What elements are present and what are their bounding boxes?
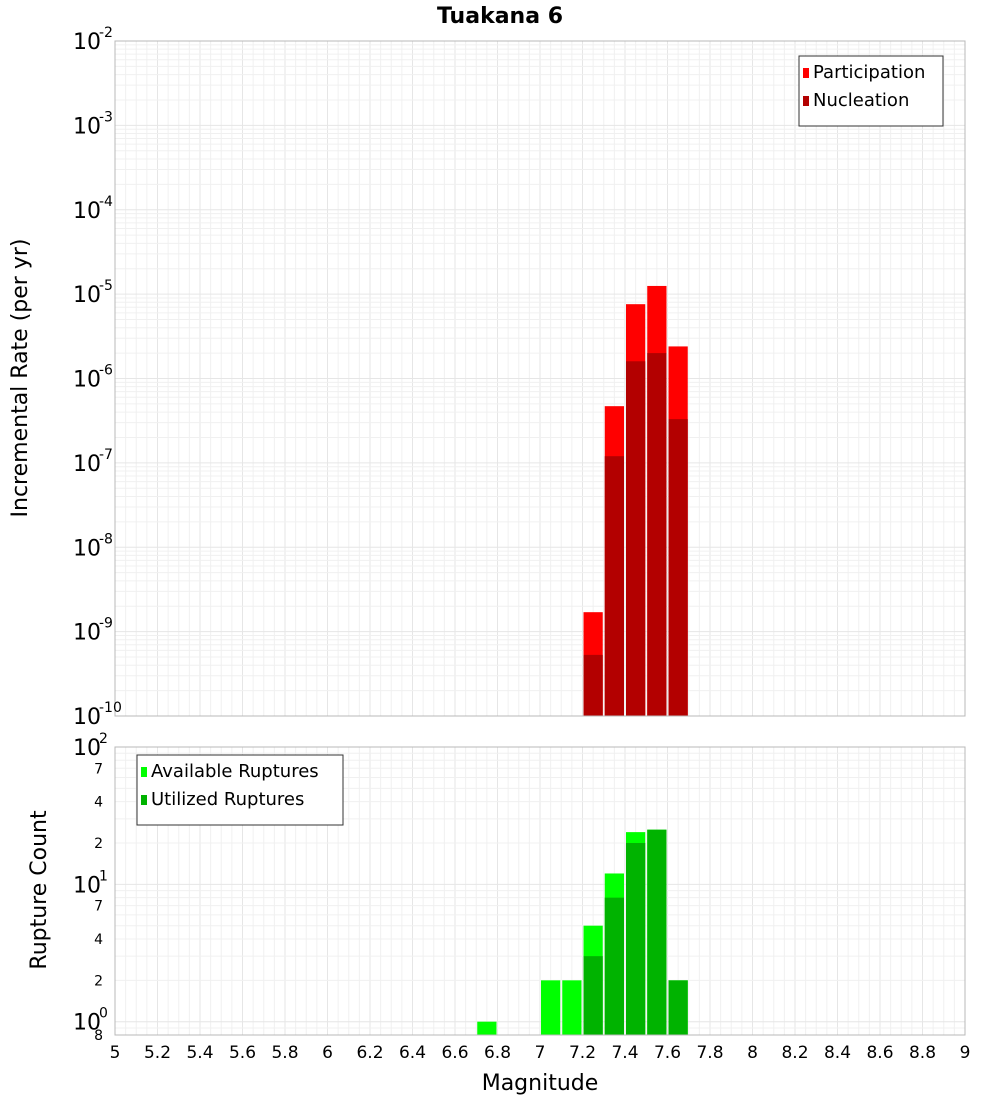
magnitude-tick-label: 8.6	[866, 1043, 893, 1063]
rate-y-tick-label: 10	[73, 199, 101, 224]
rate-bar-b	[626, 361, 646, 716]
magnitude-tick-label: 9	[960, 1043, 971, 1063]
rate-y-tick-exponent: -4	[99, 194, 113, 210]
count-y-minor-tick-label: 2	[94, 973, 103, 989]
count-bar-a	[562, 980, 582, 1035]
count-legend-swatch	[141, 767, 147, 777]
rate-y-tick-label: 10	[73, 114, 101, 139]
rate-y-tick-exponent: -5	[99, 278, 113, 294]
magnitude-tick-label: 8.2	[781, 1043, 808, 1063]
chart-title: Tuakana 6	[437, 4, 563, 29]
count-bar-b	[583, 956, 603, 1035]
rate-legend-swatch	[803, 68, 809, 78]
count-bar-b	[668, 980, 688, 1035]
rate-bar-b	[583, 654, 603, 716]
count-y-minor-tick-label: 4	[94, 932, 103, 948]
rate-bar-b	[604, 456, 624, 716]
magnitude-tick-label: 5	[110, 1043, 121, 1063]
count-y-tick-label: 10	[73, 1011, 101, 1036]
count-y-minor-tick-label: 4	[94, 795, 103, 811]
count-y-minor-tick-label: 7	[94, 899, 103, 915]
rate-y-tick-exponent: -6	[99, 363, 113, 379]
count-legend-label: Utilized Ruptures	[151, 789, 304, 810]
count-plot-border	[114, 746, 966, 1036]
rate-y-tick-label: 10	[73, 452, 101, 477]
magnitude-tick-label: 7.2	[569, 1043, 596, 1063]
count-legend-swatch	[141, 795, 147, 805]
magnitude-tick-label: 7.6	[654, 1043, 681, 1063]
count-y-tick-label: 10	[73, 736, 101, 761]
magnitude-tick-label: 5.6	[229, 1043, 256, 1063]
magnitude-tick-label: 8.4	[824, 1043, 851, 1063]
magnitude-tick-label: 6.4	[399, 1043, 426, 1063]
magnitude-tick-label: 8.8	[909, 1043, 936, 1063]
count-y-tick-exponent: 0	[99, 1006, 108, 1022]
magnitude-tick-label: 6	[322, 1043, 333, 1063]
rate-y-axis-label: Incremental Rate (per yr)	[8, 239, 33, 518]
rate-y-tick-label: 10	[73, 705, 101, 730]
magnitude-tick-label: 6.8	[484, 1043, 511, 1063]
magnitude-x-axis-label: Magnitude	[482, 1071, 599, 1096]
rate-legend-box	[798, 55, 944, 127]
magnitude-tick-label: 5.2	[144, 1043, 171, 1063]
rate-y-tick-exponent: -10	[99, 700, 122, 716]
rate-y-tick-exponent: -3	[99, 109, 113, 125]
count-bar-a	[541, 980, 561, 1035]
rate-bar-b	[647, 353, 667, 716]
count-y-tick-exponent: 1	[99, 868, 108, 884]
count-bar-b	[604, 897, 624, 1035]
count-y-minor-tick-label: 7	[94, 761, 103, 777]
magnitude-tick-label: 5.4	[186, 1043, 213, 1063]
rate-y-tick-exponent: -9	[99, 616, 113, 632]
magnitude-tick-label: 7	[535, 1043, 546, 1063]
rate-y-tick-exponent: -7	[99, 447, 113, 463]
rate-y-tick-exponent: -8	[99, 531, 113, 547]
count-y-tick-exponent: 2	[99, 731, 108, 747]
count-y-tick-label: 10	[73, 873, 101, 898]
rate-legend-label: Nucleation	[813, 90, 909, 111]
count-bar-b	[647, 829, 667, 1035]
count-y-axis-label: Rupture Count	[27, 810, 52, 970]
magnitude-tick-label: 7.4	[611, 1043, 638, 1063]
rate-legend-swatch	[803, 96, 809, 106]
magnitude-tick-label: 8	[747, 1043, 758, 1063]
count-y-minor-tick-label: 8	[94, 1028, 103, 1044]
magnitude-tick-label: 7.8	[696, 1043, 723, 1063]
rate-y-tick-label: 10	[73, 536, 101, 561]
rate-legend-label: Participation	[813, 62, 925, 83]
count-bar-b	[626, 843, 646, 1035]
magnitude-tick-label: 6.6	[441, 1043, 468, 1063]
rate-y-tick-label: 10	[73, 368, 101, 393]
rate-y-tick-label: 10	[73, 30, 101, 55]
count-legend-label: Available Ruptures	[151, 761, 319, 782]
rate-panel: 10-1010-910-810-710-610-510-410-310-2Par…	[73, 25, 966, 730]
rate-y-tick-label: 10	[73, 621, 101, 646]
magnitude-tick-label: 6.2	[356, 1043, 383, 1063]
rate-bar-b	[668, 419, 688, 716]
rate-plot-border	[114, 40, 966, 717]
count-legend-box	[136, 754, 344, 826]
magnitude-tick-label: 5.8	[271, 1043, 298, 1063]
rate-y-tick-label: 10	[73, 283, 101, 308]
count-y-minor-tick-label: 2	[94, 836, 103, 852]
rate-y-tick-exponent: -2	[99, 25, 113, 41]
count-bar-a	[477, 1021, 497, 1035]
